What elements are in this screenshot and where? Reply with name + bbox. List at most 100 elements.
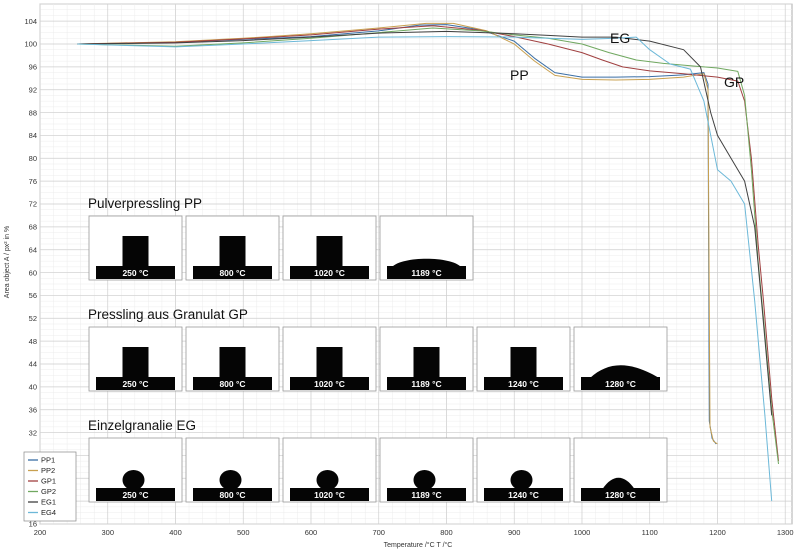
- group-title: Einzelgranalie EG: [88, 418, 196, 433]
- x-tick-label: 1000: [574, 528, 591, 537]
- frame-temperature-label: 1280 °C: [605, 379, 636, 389]
- legend-box: [23, 451, 77, 522]
- sample-base: [193, 377, 272, 390]
- legend-label: GP2: [41, 487, 56, 496]
- y-tick-label: 96: [29, 63, 37, 72]
- annotation-gp: GP: [724, 74, 744, 90]
- series-line-pp2: [77, 22, 718, 445]
- legend-label: EG4: [41, 508, 56, 517]
- series-line-eg4: [77, 36, 773, 502]
- y-tick-label: 44: [29, 360, 37, 369]
- y-tick-label: 16: [29, 520, 37, 529]
- y-tick-label: 104: [24, 17, 37, 26]
- sample-base: [387, 488, 466, 501]
- sample-silhouette: [219, 236, 246, 267]
- sample-base: [96, 266, 175, 279]
- frame-temperature-label: 800 °C: [219, 379, 245, 389]
- sample-silhouette: [316, 347, 343, 378]
- sample-neck: [321, 484, 335, 490]
- x-tick-label: 1200: [709, 528, 726, 537]
- sample-silhouette: [219, 347, 246, 378]
- sample-neck: [418, 484, 432, 490]
- frame-temperature-label: 1240 °C: [508, 379, 539, 389]
- sample-neck: [224, 484, 238, 490]
- frame-temperature-label: 250 °C: [122, 268, 148, 278]
- y-tick-label: 64: [29, 245, 37, 254]
- x-tick-label: 400: [169, 528, 182, 537]
- sample-base: [96, 488, 175, 501]
- group-title: Pulverpressling PP: [88, 196, 202, 211]
- specimen-frame: 1189 °C: [379, 215, 474, 281]
- y-tick-label: 100: [24, 40, 37, 49]
- sample-base: [193, 266, 272, 279]
- y-tick-label: 56: [29, 291, 37, 300]
- sample-base: [484, 377, 563, 390]
- y-tick-label: 88: [29, 108, 37, 117]
- y-tick-label: 68: [29, 223, 37, 232]
- sample-silhouette: [413, 347, 440, 378]
- legend-label: PP2: [41, 466, 55, 475]
- sample-base: [193, 488, 272, 501]
- sample-base: [387, 266, 466, 279]
- x-tick-label: 1300: [777, 528, 794, 537]
- x-tick-label: 900: [508, 528, 521, 537]
- sample-silhouette: [392, 258, 461, 267]
- x-tick-label: 600: [305, 528, 318, 537]
- frames-layer: Pulverpressling PP 250 °C 800 °C 1020 °C 118…: [88, 196, 668, 503]
- annotation-pp: PP: [510, 67, 529, 83]
- specimen-frame: 1280 °C: [573, 437, 668, 503]
- sample-silhouette: [316, 236, 343, 267]
- y-tick-label: 32: [29, 428, 37, 437]
- frame-temperature-label: 1020 °C: [314, 268, 345, 278]
- y-tick-label: 52: [29, 314, 37, 323]
- sample-silhouette: [590, 365, 659, 378]
- y-tick-label: 76: [29, 177, 37, 186]
- specimen-frame: 800 °C: [185, 215, 280, 281]
- frame-temperature-label: 800 °C: [219, 490, 245, 500]
- sample-base: [581, 377, 660, 390]
- annotation-eg: EG: [610, 30, 630, 46]
- sample-neck: [515, 484, 529, 490]
- sample-silhouette: [122, 347, 149, 378]
- specimen-frame: 1280 °C: [573, 326, 668, 392]
- group-title: Pressling aus Granulat GP: [88, 307, 248, 322]
- x-tick-label: 800: [440, 528, 453, 537]
- frame-temperature-label: 1189 °C: [411, 268, 441, 278]
- y-tick-label: 60: [29, 268, 37, 277]
- sample-base: [387, 377, 466, 390]
- series-line-eg1: [77, 30, 773, 416]
- sample-base: [290, 488, 369, 501]
- frame-temperature-label: 1189 °C: [411, 379, 441, 389]
- y-tick-label: 36: [29, 405, 37, 414]
- x-tick-label: 1100: [642, 528, 658, 537]
- legend-label: PP1: [41, 456, 55, 465]
- series-line-pp1: [77, 24, 717, 445]
- frame-temperature-label: 1020 °C: [314, 379, 345, 389]
- y-tick-label: 80: [29, 154, 37, 163]
- x-tick-label: 700: [372, 528, 385, 537]
- x-tick-label: 300: [101, 528, 114, 537]
- y-tick-label: 84: [29, 131, 37, 140]
- specimen-frame: 1020 °C: [282, 437, 377, 503]
- frame-temperature-label: 250 °C: [122, 379, 148, 389]
- x-tick-label: 500: [237, 528, 250, 537]
- frame-temperature-label: 1280 °C: [605, 490, 636, 500]
- specimen-frame: 250 °C: [88, 326, 183, 392]
- specimen-frame: 1020 °C: [282, 326, 377, 392]
- y-axis-title: Area object A / px² in %: [4, 226, 11, 298]
- sample-base: [290, 266, 369, 279]
- sample-neck: [127, 484, 141, 490]
- specimen-frame: 1020 °C: [282, 215, 377, 281]
- sample-base: [581, 488, 660, 501]
- x-axis-title: Temperature /°C T /°C: [384, 541, 453, 549]
- specimen-frame: 800 °C: [185, 326, 280, 392]
- annot-layer: EG PP GP: [510, 30, 744, 90]
- frame-temperature-label: 1240 °C: [508, 490, 539, 500]
- specimen-frame: 250 °C: [88, 437, 183, 503]
- axis-layer: 200 300 400 500 600 700 800 900 1000 1100 1200 1300…: [24, 17, 793, 537]
- y-tick-label: 48: [29, 337, 37, 346]
- specimen-frame: 250 °C: [88, 215, 183, 281]
- sample-base: [96, 377, 175, 390]
